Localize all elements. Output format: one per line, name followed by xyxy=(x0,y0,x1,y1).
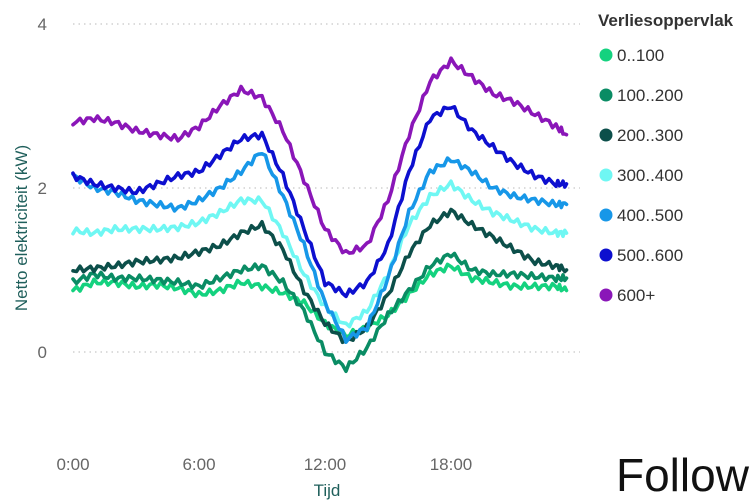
x-tick-label: 0:00 xyxy=(56,455,89,474)
legend-label: 200..300 xyxy=(617,126,683,145)
legend-marker xyxy=(599,168,613,182)
legend-marker xyxy=(599,48,613,62)
series-lines xyxy=(71,56,569,374)
footer-text: Follow xyxy=(616,449,749,501)
legend-label: 600+ xyxy=(617,286,655,305)
y-tick-label: 4 xyxy=(38,15,47,34)
y-axis-ticks: 0 2 4 xyxy=(38,15,47,362)
x-axis-ticks: 0:00 6:00 12:00 18:00 xyxy=(56,455,472,474)
gridlines xyxy=(73,23,580,353)
legend-item-300..400[interactable]: 300..400 xyxy=(599,166,684,185)
series-line-200..300 xyxy=(71,207,569,345)
series-line-400..500 xyxy=(71,152,569,344)
legend-item-400..500[interactable]: 400..500 xyxy=(599,206,684,225)
y-tick-label: 0 xyxy=(38,343,47,362)
legend-title: Verliesoppervlak xyxy=(598,11,734,30)
x-tick-label: 6:00 xyxy=(182,455,215,474)
legend-item-0..100[interactable]: 0..100 xyxy=(599,46,665,65)
series-line-100..200 xyxy=(71,251,569,374)
legend-item-100..200[interactable]: 100..200 xyxy=(599,86,684,105)
x-tick-label: 18:00 xyxy=(430,455,473,474)
legend-item-200..300[interactable]: 200..300 xyxy=(599,126,684,145)
legend[interactable]: Verliesoppervlak 0..100 100..200 200..300 3… xyxy=(598,11,734,305)
legend-label: 100..200 xyxy=(617,86,683,105)
legend-item-600+[interactable]: 600+ xyxy=(599,286,656,305)
series-line-0..100 xyxy=(71,262,569,339)
legend-label: 500..600 xyxy=(617,246,683,265)
series-line-500..600 xyxy=(71,105,569,299)
legend-marker xyxy=(599,208,613,222)
legend-marker xyxy=(599,88,613,102)
x-axis-title: Tijd xyxy=(314,481,341,500)
legend-marker xyxy=(599,288,613,302)
legend-label: 400..500 xyxy=(617,206,683,225)
y-tick-label: 2 xyxy=(38,179,47,198)
series-line-600+ xyxy=(71,56,569,255)
y-axis-title: Netto elektriciteit (kW) xyxy=(12,145,31,311)
legend-item-500..600[interactable]: 500..600 xyxy=(599,246,684,265)
legend-marker xyxy=(599,128,613,142)
legend-label: 300..400 xyxy=(617,166,683,185)
legend-label: 0..100 xyxy=(617,46,664,65)
x-tick-label: 12:00 xyxy=(304,455,347,474)
legend-marker xyxy=(599,248,613,262)
